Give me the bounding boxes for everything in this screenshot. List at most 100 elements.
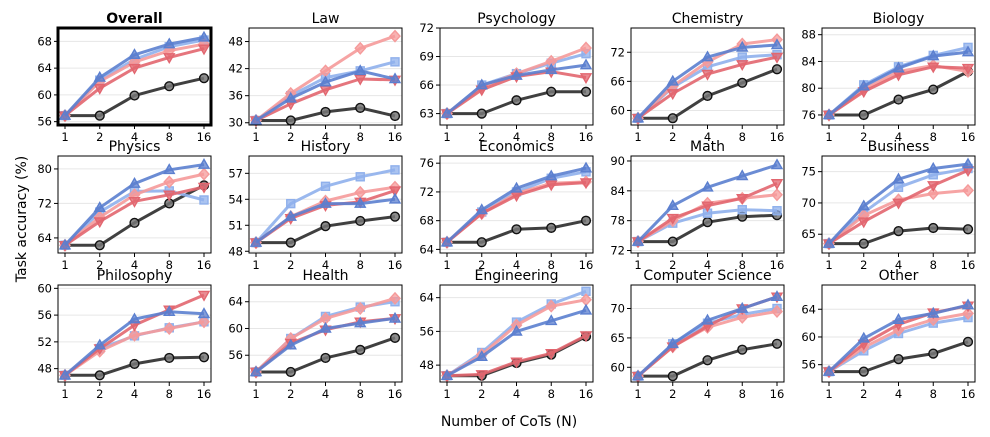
data-point-blue_tri xyxy=(892,61,905,73)
data-point-black xyxy=(355,102,366,113)
data-point-pink_dia xyxy=(771,188,783,202)
y-tick-label: 36 xyxy=(228,89,243,103)
data-point-red_dtri xyxy=(666,213,679,225)
y-tick-label: 52 xyxy=(37,335,52,349)
data-point-blue_tri xyxy=(319,321,332,333)
data-point-red_dtri xyxy=(579,73,593,85)
data-point-pink_dia xyxy=(354,301,367,315)
x-tick-label: 2 xyxy=(860,130,867,144)
x-tick-label: 8 xyxy=(548,130,555,144)
axes-frame xyxy=(248,284,403,383)
data-point-black xyxy=(667,113,678,124)
data-point-red_dtri xyxy=(197,44,211,56)
x-tick-label: 8 xyxy=(930,130,937,144)
data-point-blue_tri xyxy=(579,161,593,173)
data-point-blue_tri xyxy=(545,314,558,326)
y-tick-label: 75 xyxy=(801,165,816,179)
data-point-blue_tri xyxy=(666,337,679,349)
x-tick-label: 16 xyxy=(388,387,403,401)
subplot-title: Business xyxy=(868,139,930,155)
data-point-black xyxy=(893,354,904,365)
data-point-blue_sq xyxy=(286,198,296,209)
axes-frame xyxy=(248,27,403,126)
x-tick-label: 4 xyxy=(513,387,520,401)
data-point-pink_dia xyxy=(545,299,558,313)
subplot-title: Other xyxy=(879,268,919,284)
y-tick-label: 60 xyxy=(801,330,816,344)
subplot-health: Health 56 60 64 1 2 4 8 16 xyxy=(228,268,403,401)
y-tick-label: 48 xyxy=(419,358,434,372)
data-point-red_dtri xyxy=(545,349,558,360)
data-point-blue_tri xyxy=(857,79,870,91)
data-point-black xyxy=(285,115,296,126)
x-tick-label: 4 xyxy=(131,258,138,272)
subplot-title: History xyxy=(301,139,351,155)
data-point-black xyxy=(389,211,401,222)
y-tick-label: 60 xyxy=(610,103,625,117)
data-point-blue_sq xyxy=(893,182,904,192)
data-point-blue_tri xyxy=(440,369,454,380)
data-point-red_dtri xyxy=(927,181,940,193)
subplot-title: Psychology xyxy=(477,11,556,27)
x-tick-label: 4 xyxy=(131,130,138,144)
data-point-blue_sq xyxy=(320,181,331,192)
data-point-pink_dia xyxy=(198,315,210,329)
data-point-blue_tri xyxy=(961,298,975,310)
axes-frame xyxy=(630,155,785,254)
data-point-blue_tri xyxy=(163,305,176,317)
axes-frame xyxy=(821,27,976,126)
x-tick-label: 16 xyxy=(770,258,785,272)
data-point-blue_tri xyxy=(163,163,176,175)
data-point-black xyxy=(94,110,105,121)
y-tick-label: 90 xyxy=(610,154,625,168)
data-point-red_dtri xyxy=(961,63,975,75)
data-point-pink_dia xyxy=(580,41,592,55)
data-point-blue_tri xyxy=(510,68,523,80)
data-point-red_dtri xyxy=(701,201,714,213)
data-point-black xyxy=(94,240,105,251)
x-tick-label: 16 xyxy=(388,130,403,144)
data-point-blue_tri xyxy=(197,158,211,169)
axes-frame xyxy=(57,284,212,383)
subplot-overall: Overall 56 60 64 68 1 2 4 8 16 xyxy=(37,11,213,144)
y-tick-label: 64 xyxy=(37,61,52,75)
y-tick-label: 66 xyxy=(419,78,434,92)
x-tick-label: 4 xyxy=(513,130,520,144)
x-tick-label: 1 xyxy=(252,130,259,144)
x-tick-label: 8 xyxy=(357,258,364,272)
x-tick-label: 1 xyxy=(252,258,259,272)
y-tick-label: 56 xyxy=(37,308,52,322)
data-point-blue_tri xyxy=(961,45,975,57)
data-point-red_dtri xyxy=(93,83,106,95)
y-tick-label: 63 xyxy=(419,107,434,121)
data-point-red_dtri xyxy=(128,196,141,208)
data-point-pink_dia xyxy=(962,183,974,197)
y-tick-label: 84 xyxy=(801,54,816,68)
x-tick-label: 8 xyxy=(548,258,555,272)
data-point-pink_dia xyxy=(163,175,176,189)
y-tick-label: 30 xyxy=(228,116,243,130)
data-point-blue_tri xyxy=(388,311,402,323)
x-tick-label: 16 xyxy=(197,258,212,272)
data-point-black xyxy=(702,90,713,102)
data-point-red_dtri xyxy=(163,53,176,65)
data-point-blue_tri xyxy=(354,64,367,76)
y-tick-label: 80 xyxy=(801,81,816,95)
y-tick-label: 48 xyxy=(228,35,243,49)
x-tick-label: 1 xyxy=(443,258,450,272)
data-point-blue_sq xyxy=(355,172,365,182)
y-tick-label: 64 xyxy=(228,295,243,309)
x-tick-label: 8 xyxy=(739,387,746,401)
data-point-blue_sq xyxy=(737,205,747,215)
x-tick-label: 8 xyxy=(166,387,173,401)
data-point-blue_tri xyxy=(128,312,141,324)
data-point-black xyxy=(858,366,869,377)
data-point-black xyxy=(771,64,783,75)
data-point-red_dtri xyxy=(857,217,870,229)
x-tick-label: 1 xyxy=(443,130,450,144)
x-tick-label: 2 xyxy=(478,387,485,401)
x-tick-label: 2 xyxy=(669,130,676,144)
data-point-pink_dia xyxy=(736,310,749,324)
